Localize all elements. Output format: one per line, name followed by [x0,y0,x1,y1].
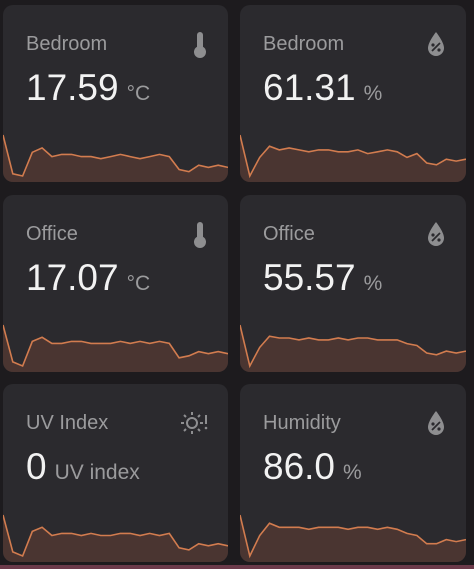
card-value: 17.59 °C [26,67,150,109]
thermometer-icon [194,222,206,248]
value: 61.31 [263,67,356,108]
sensor-card[interactable]: Office 17.07 °C [3,195,228,372]
sensor-card[interactable]: Bedroom 61.31% [240,5,466,182]
humidity-icon [428,32,444,56]
card-name: UV Index [26,412,109,434]
card-name: Humidity [263,412,341,434]
unit: °C [126,82,151,105]
sparkline [3,134,228,182]
value: 0 [26,446,47,487]
value: 86.0 [263,446,336,487]
sparkline-line [3,514,228,558]
value: 17.59 [26,67,119,108]
sparkline-area [3,135,228,182]
card-name: Office [26,223,78,245]
sparkline-area [3,515,228,562]
humidity-icon [428,411,444,435]
value: 55.57 [263,257,356,298]
sparkline [3,514,228,562]
sensor-card[interactable]: Humidity 86.0% [240,384,466,562]
card-value: 55.57% [263,257,382,299]
sparkline-area [240,515,466,562]
unit: °C [126,272,151,295]
sensor-card[interactable]: UV Index 0 UV index [3,384,228,562]
unit: UV index [54,461,140,484]
sparkline [240,324,466,372]
sparkline [240,134,466,182]
sparkline-area [240,135,466,182]
sparkline [3,324,228,372]
unit: % [363,272,383,295]
card-name: Bedroom [26,33,108,55]
unit: % [343,461,362,484]
card-value: 61.31% [263,67,382,109]
sensor-card[interactable]: Bedroom 17.59 °C [3,5,228,182]
card-value: 17.07 °C [26,257,150,299]
unit: % [363,82,383,105]
sensor-card[interactable]: Office 55.57% [240,195,466,372]
sparkline-line [3,134,228,177]
sparkline-line [240,134,466,179]
sparkline-line [3,324,228,368]
humidity-icon [428,222,444,246]
card-value: 0 UV index [26,446,140,488]
sparkline [240,514,466,562]
sparkline-area [240,325,466,372]
sparkline-area [3,325,228,372]
thermometer-icon [194,32,206,58]
card-value: 86.0% [263,446,362,488]
uv-icon [181,412,208,434]
sparkline-line [240,324,466,369]
value: 17.07 [26,257,119,298]
sparkline-line [240,514,466,559]
bottom-edge [0,565,474,569]
card-name: Bedroom [263,33,345,55]
card-name: Office [263,223,315,245]
